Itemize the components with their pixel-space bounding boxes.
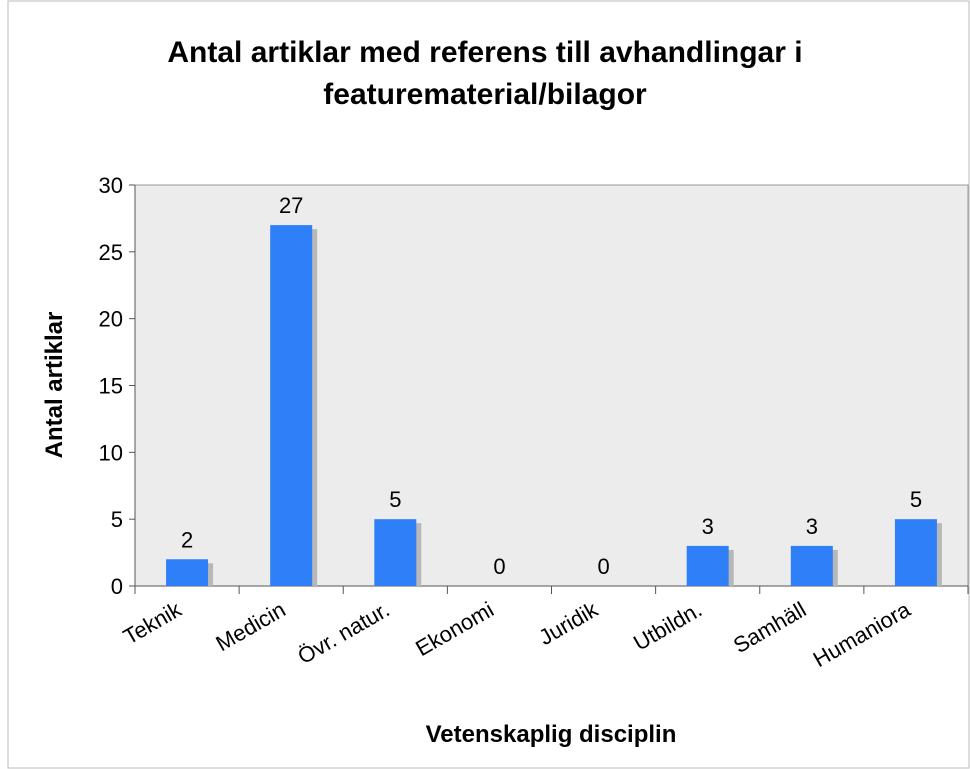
bar (270, 225, 313, 586)
y-tick-label: 25 (99, 240, 123, 265)
chart-title: Antal artiklar med referens till avhandl… (167, 36, 803, 111)
value-label: 5 (910, 487, 922, 512)
plot-area (134, 184, 969, 587)
y-axis-label: Antal artiklar (41, 312, 68, 459)
y-tick-label: 0 (111, 574, 123, 599)
y-tick-label: 30 (99, 173, 123, 198)
y-tick-label: 10 (99, 440, 123, 465)
value-label: 0 (493, 554, 505, 579)
value-label: 27 (279, 193, 303, 218)
bar (374, 519, 417, 586)
bar (686, 545, 729, 586)
y-tick-label: 5 (111, 507, 123, 532)
value-label: 3 (702, 514, 714, 539)
bar (166, 559, 209, 586)
value-label: 2 (181, 527, 193, 552)
value-label: 5 (389, 487, 401, 512)
bar (790, 545, 833, 586)
y-tick-label: 15 (99, 374, 123, 399)
value-label: 0 (597, 554, 609, 579)
value-label: 3 (806, 514, 818, 539)
bar (894, 519, 937, 586)
x-axis-label: Vetenskaplig disciplin (426, 721, 677, 748)
y-tick-label: 20 (99, 307, 123, 332)
